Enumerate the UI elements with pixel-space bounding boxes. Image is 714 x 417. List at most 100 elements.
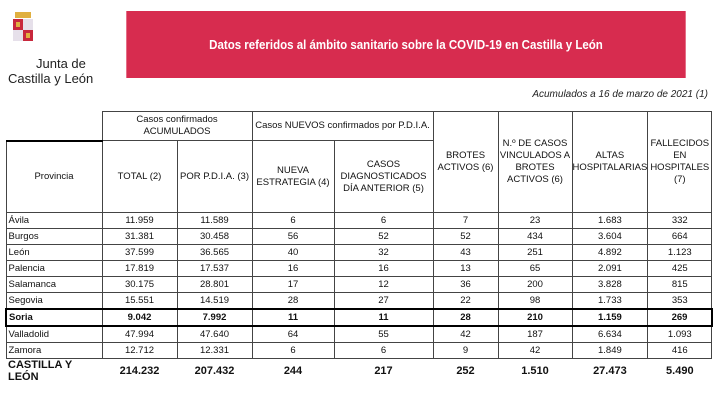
cell-value: 30.458 [176,228,253,245]
header-dia-anterior: CASOS DIAGNOSTICADOS DÍA ANTERIOR (5) [333,140,434,213]
cell-value: 36.565 [176,244,253,261]
cell-value: 6 [251,342,335,359]
cell-value: 12.331 [176,342,253,359]
cell-value: 14.519 [176,292,253,310]
cell-value: 7 [432,212,499,229]
header-altas: ALTAS HOSPITALARIAS [571,111,649,213]
province-name: Palencia [5,260,103,277]
cell-value: 28 [432,308,499,327]
cell-value: 815 [647,276,713,293]
cell-value: 40 [251,244,335,261]
header-fallecidos: FALLECIDOS EN HOSPITALES (7) [647,111,713,213]
total-value: 244 [283,365,303,377]
header-pdia: POR P.D.I.A. (3) [176,140,253,213]
header-brotes: BROTES ACTIVOS (6) [432,111,499,213]
cell-value: 23 [497,212,573,229]
cell-value: 1.849 [571,342,649,359]
coat-of-arms-icon [13,12,33,41]
cell-value: 43 [432,244,499,261]
header-nueva-estrategia: NUEVA ESTRATEGIA (4) [251,140,335,213]
cell-value: 47.640 [176,325,253,343]
logo-line2: Castilla y León [8,71,94,86]
cell-value: 31.381 [101,228,178,245]
province-name: Zamora [5,342,103,359]
total-value: 252 [456,365,475,377]
cell-value: 664 [647,228,713,245]
blank-corner [6,111,103,141]
covid-data-table: Casos confirmados ACUMULADOS Casos NUEVO… [5,111,713,383]
cell-value: 47.994 [101,325,178,343]
cell-value: 6 [333,212,434,229]
date-note: Acumulados a 16 de marzo de 2021 (1) [532,89,708,100]
cell-value: 2.091 [571,260,649,277]
cell-value: 269 [647,308,713,327]
cell-value: 37.599 [101,244,178,261]
province-name: Salamanca [5,276,103,293]
table-row: León 37.599 36.565 40 32 43 251 4.892 1.123 [5,244,713,261]
cell-value: 42 [497,342,573,359]
cell-value: 27 [333,292,434,310]
province-name: Valladolid [5,325,103,343]
title-banner: Datos referidos al ámbito sanitario sobr… [126,11,686,78]
cell-value: 6 [251,212,335,229]
cell-value: 200 [497,276,573,293]
cell-value: 353 [647,292,713,310]
cell-value: 36 [432,276,499,293]
total-value: 27.473 [593,365,627,377]
province-name: Ávila [5,212,103,229]
banner-title: Datos referidos al ámbito sanitario sobr… [209,37,603,52]
cell-value: 1.123 [647,244,713,261]
total-value: 214.232 [119,365,160,377]
cell-value: 11 [251,308,335,327]
cell-value: 1.733 [571,292,649,310]
cell-value: 1.683 [571,212,649,229]
total-value: 217 [374,365,393,377]
table-row: Palencia 17.819 17.537 16 16 13 65 2.091 425 [5,260,713,277]
cell-value: 28 [251,292,335,310]
province-name: Segovia [5,292,103,310]
cell-value: 17.537 [176,260,253,277]
cell-value: 16 [251,260,335,277]
junta-logo: Junta de Castilla y León [4,12,96,86]
cell-value: 7.992 [176,308,253,327]
cell-value: 13 [432,260,499,277]
header-vinculados: N.º DE CASOS VINCULADOS A BROTES ACTIVOS… [497,111,573,213]
cell-value: 251 [497,244,573,261]
cell-value: 1.159 [571,308,649,327]
group-acumulados: Casos confirmados ACUMULADOS [101,111,253,141]
cell-value: 9.042 [101,308,178,327]
group-nuevos: Casos NUEVOS confirmados por P.D.I.A. [251,111,434,141]
province-name: León [5,244,103,261]
cell-value: 52 [333,228,434,245]
cell-value: 187 [497,325,573,343]
total-value: 207.432 [194,365,235,377]
cell-value: 17 [251,276,335,293]
cell-value: 434 [497,228,573,245]
cell-value: 425 [647,260,713,277]
total-label: CASTILLA Y LEÓN [8,359,72,383]
cell-value: 11.959 [101,212,178,229]
table-row: Ávila 11.959 11.589 6 6 7 23 1.683 332 [5,212,713,229]
province-name: Burgos [5,228,103,245]
header-total: TOTAL (2) [101,140,178,213]
cell-value: 11.589 [176,212,253,229]
cell-value: 52 [432,228,499,245]
cell-value: 6.634 [571,325,649,343]
cell-value: 210 [497,308,573,327]
cell-value: 17.819 [101,260,178,277]
cell-value: 1.093 [647,325,713,343]
cell-value: 12.712 [101,342,178,359]
table-row: Zamora 12.712 12.331 6 6 9 42 1.849 416 [5,342,713,359]
table-row: Soria 9.042 7.992 11 11 28 210 1.159 269 [5,308,713,327]
cell-value: 15.551 [101,292,178,310]
cell-value: 9 [432,342,499,359]
total-value: 5.490 [666,365,694,377]
logo-line1: Junta de [36,56,86,71]
cell-value: 32 [333,244,434,261]
cell-value: 11 [333,308,434,327]
table-row: Segovia 15.551 14.519 28 27 22 98 1.733 353 [5,292,713,310]
cell-value: 332 [647,212,713,229]
cell-value: 98 [497,292,573,310]
cell-value: 416 [647,342,713,359]
cell-value: 6 [333,342,434,359]
